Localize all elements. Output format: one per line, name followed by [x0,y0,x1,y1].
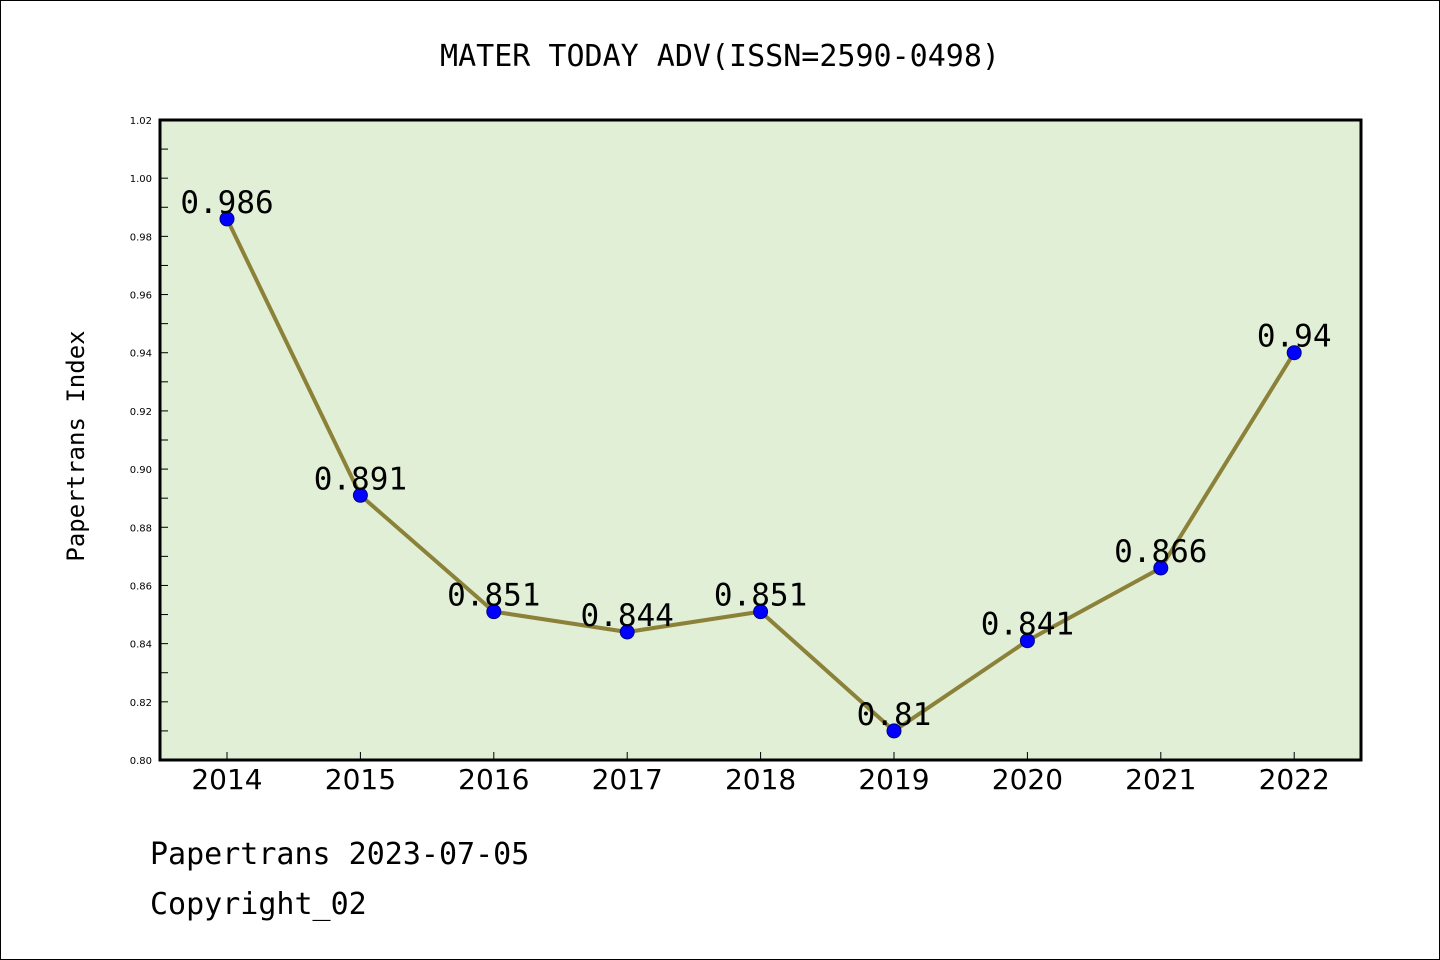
x-tick-label: 2016 [458,763,529,796]
data-labels: 0.986 0.891 0.851 0.844 0.851 0.81 0.841 0.866 0… [180,185,1331,733]
x-tick-label: 2017 [592,763,663,796]
data-point-2019 [886,723,902,739]
y-tick-label: 0.96 [130,291,152,302]
y-tick-label: 1.00 [130,174,152,185]
y-tick-label: 0.84 [130,640,152,651]
x-tick-label: 2019 [858,763,929,796]
data-label-2019: 0.81 [857,697,932,733]
x-tick-label: 2014 [191,763,262,796]
data-point-2014 [219,211,235,227]
x-tick-label: 2015 [325,763,396,796]
data-label-2016: 0.851 [447,578,540,614]
y-tick-label: 0.82 [130,698,152,709]
data-label-2015: 0.891 [314,461,407,497]
data-label-2017: 0.844 [581,598,674,634]
data-label-2020: 0.841 [981,607,1074,643]
y-axis-label: Papertrans Index [62,330,90,561]
y-tick-label: 0.88 [130,523,152,534]
data-point-2015 [352,487,368,503]
data-points [219,211,1302,739]
data-label-2022: 0.94 [1257,319,1332,355]
x-tick-label: 2021 [1125,763,1196,796]
y-tick-label: 0.94 [130,349,152,360]
chart-title: MATER TODAY ADV(ISSN=2590-0498) [440,39,1000,74]
plot-area [160,120,1361,760]
x-tick-label: 2020 [992,763,1063,796]
plot-border [158,118,1363,762]
x-axis: 2014 2015 2016 2017 2018 2019 2020 2021 2022 [191,752,1330,796]
y-axis: 0.80 0.82 0.84 0.86 0.88 0.90 0.92 0.94 0.96 0.98… [130,116,168,767]
data-label-2018: 0.851 [714,578,807,614]
data-point-2021 [1153,560,1169,576]
y-tick-label: 0.86 [130,581,152,592]
data-point-2020 [1019,633,1035,649]
x-tick-label: 2022 [1259,763,1330,796]
x-tick-label: 2018 [725,763,796,796]
data-point-2017 [619,624,635,640]
data-label-2021: 0.866 [1114,534,1207,570]
data-point-2022 [1286,345,1302,361]
data-label-2014: 0.986 [180,185,273,221]
y-tick-label: 0.92 [130,407,152,418]
y-tick-label: 0.98 [130,232,152,243]
data-point-2018 [753,604,769,620]
y-tick-label: 0.90 [130,465,152,476]
y-tick-label: 1.02 [130,116,152,127]
data-point-2016 [486,604,502,620]
footer-copyright: Copyright_02 [150,887,367,922]
footer-date: Papertrans 2023-07-05 [150,837,529,872]
y-tick-label: 0.80 [130,756,152,767]
